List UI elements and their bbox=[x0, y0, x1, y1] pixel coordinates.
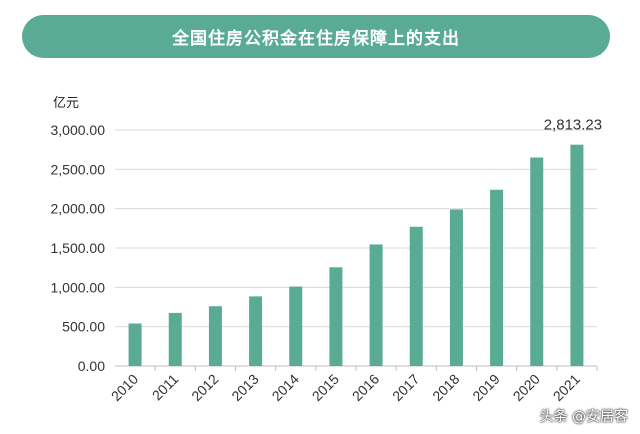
y-tick-label: 1,500.00 bbox=[51, 240, 106, 256]
watermark: 头条 @安居客 bbox=[539, 409, 628, 425]
bar-2016 bbox=[369, 244, 383, 366]
x-tick-label: 2020 bbox=[510, 371, 543, 404]
x-tick-label: 2018 bbox=[429, 371, 462, 404]
x-tick-label: 2010 bbox=[108, 371, 141, 404]
x-tick-label: 2019 bbox=[469, 371, 502, 404]
bar-2011 bbox=[168, 312, 182, 366]
chart-title: 全国住房公积金在住房保障上的支出 bbox=[172, 29, 460, 49]
chart-title-banner: 全国住房公积金在住房保障上的支出 bbox=[22, 15, 610, 58]
bar-2021 bbox=[570, 144, 584, 366]
x-tick-label: 2013 bbox=[228, 371, 261, 404]
bar-2012 bbox=[208, 306, 222, 366]
bar-2017 bbox=[409, 226, 423, 366]
y-tick-label: 2,500.00 bbox=[51, 161, 106, 177]
bar-2015 bbox=[329, 267, 343, 366]
x-tick-label: 2014 bbox=[269, 371, 302, 404]
x-tick-label: 2012 bbox=[188, 371, 221, 404]
y-tick-label: 3,000.00 bbox=[51, 122, 106, 138]
x-tick-label: 2021 bbox=[550, 371, 583, 404]
y-tick-label: 0.00 bbox=[78, 358, 105, 374]
x-tick-label: 2016 bbox=[349, 371, 382, 404]
y-tick-label: 500.00 bbox=[62, 319, 105, 335]
bar-2019 bbox=[490, 189, 504, 366]
x-tick-label: 2017 bbox=[389, 371, 422, 404]
data-label: 2,813.23 bbox=[544, 117, 602, 134]
y-tick-label: 1,000.00 bbox=[51, 279, 106, 295]
bar-2010 bbox=[128, 323, 142, 366]
bar-2018 bbox=[449, 209, 463, 366]
y-axis-unit-label: 亿元 bbox=[53, 96, 79, 111]
y-tick-label: 2,000.00 bbox=[51, 201, 106, 217]
x-tick-label: 2011 bbox=[149, 371, 182, 404]
bar-2014 bbox=[289, 286, 303, 366]
x-tick-label: 2015 bbox=[309, 371, 342, 404]
bar-2013 bbox=[249, 296, 263, 366]
bar-2020 bbox=[530, 157, 544, 366]
